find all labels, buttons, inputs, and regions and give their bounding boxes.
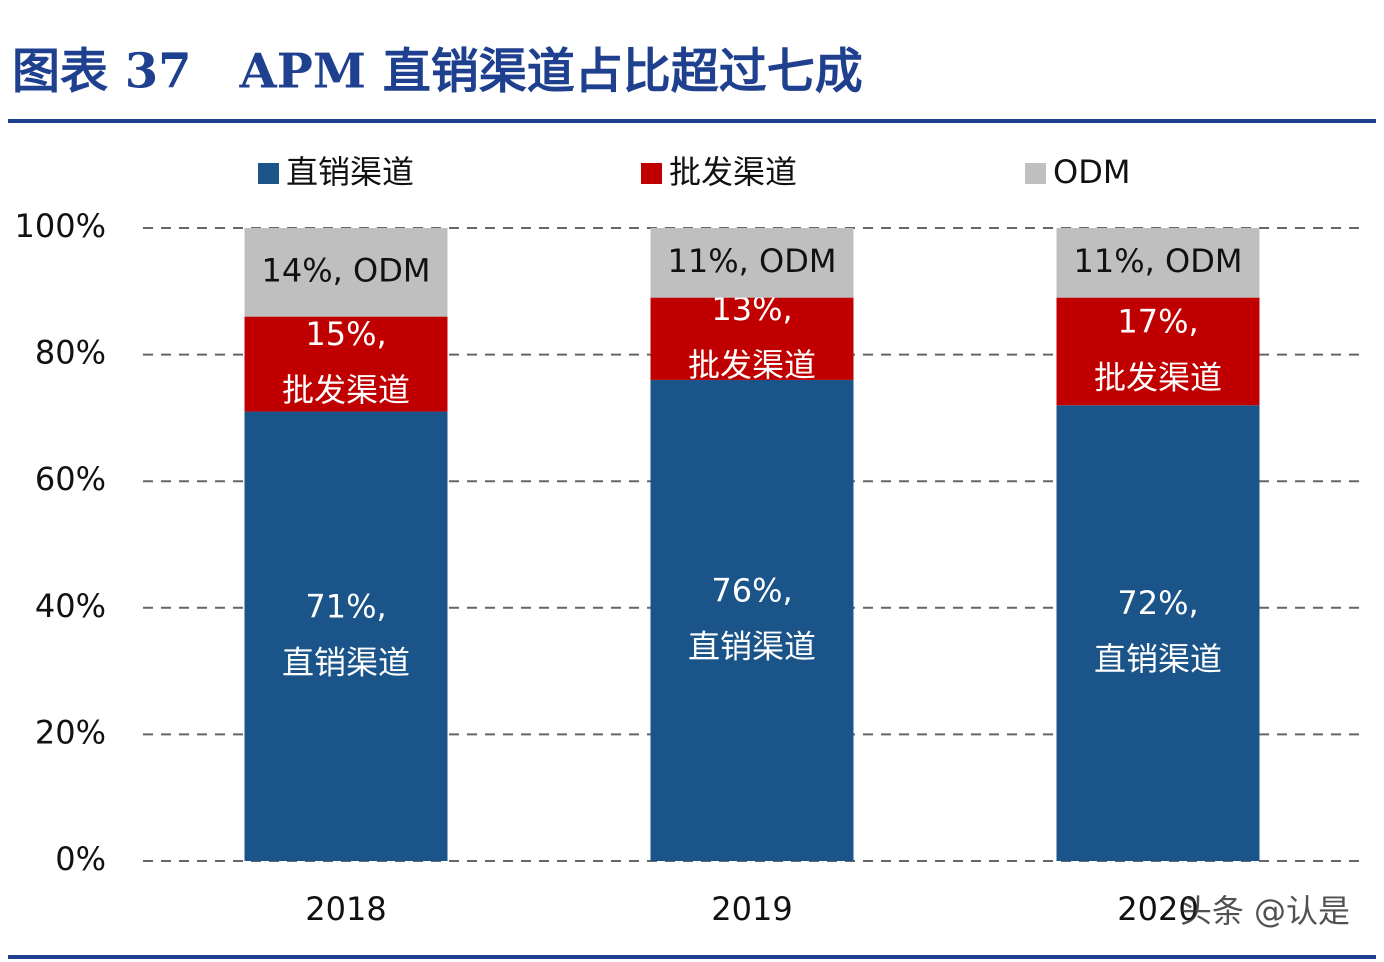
data-label: 批发渠道 (1094, 358, 1222, 396)
x-tick-label: 2018 (305, 890, 386, 928)
data-label: 15%, (305, 315, 386, 353)
bar-segment (650, 228, 854, 298)
legend-label: 直销渠道 (286, 153, 414, 191)
bar-segment (1056, 228, 1260, 298)
title-rule (8, 119, 1376, 123)
bar-segment (650, 379, 854, 861)
data-label: 直销渠道 (688, 627, 816, 665)
bar-segment (650, 297, 854, 380)
legend-swatch (258, 163, 279, 184)
bar-segment (1056, 297, 1260, 406)
y-tick-label: 20% (35, 713, 106, 751)
legend-label: ODM (1053, 153, 1130, 191)
y-tick-label: 60% (35, 460, 106, 498)
legend-swatch (641, 163, 662, 184)
data-label: 直销渠道 (1094, 640, 1222, 678)
data-label: 14%, ODM (262, 251, 431, 289)
legend-label: 批发渠道 (669, 153, 797, 191)
x-tick-label: 2019 (711, 890, 792, 928)
data-label: 17%, (1117, 302, 1198, 340)
data-label: 72%, (1117, 584, 1198, 622)
bottom-rule (8, 955, 1376, 959)
y-tick-label: 0% (55, 840, 106, 878)
data-label: 直销渠道 (282, 643, 410, 681)
data-label: 11%, ODM (1074, 242, 1243, 280)
y-tick-label: 100% (15, 207, 106, 245)
chart-title: 图表 37 APM 直销渠道占比超过七成 (12, 44, 863, 100)
y-tick-label: 40% (35, 587, 106, 625)
watermark: 头条 @认是 (1180, 892, 1350, 930)
data-label: 批发渠道 (282, 371, 410, 409)
bar-segment (244, 411, 448, 861)
data-label: 76%, (711, 571, 792, 609)
bar-segment (244, 316, 448, 412)
y-tick-label: 80% (35, 334, 106, 372)
data-label: 批发渠道 (688, 346, 816, 384)
x-tick-label: 2020 (1117, 890, 1198, 928)
bar-segment (244, 228, 448, 317)
data-label: 71%, (305, 587, 386, 625)
data-label: 11%, ODM (668, 242, 837, 280)
bar-segment (1056, 405, 1260, 861)
legend-swatch (1025, 163, 1046, 184)
